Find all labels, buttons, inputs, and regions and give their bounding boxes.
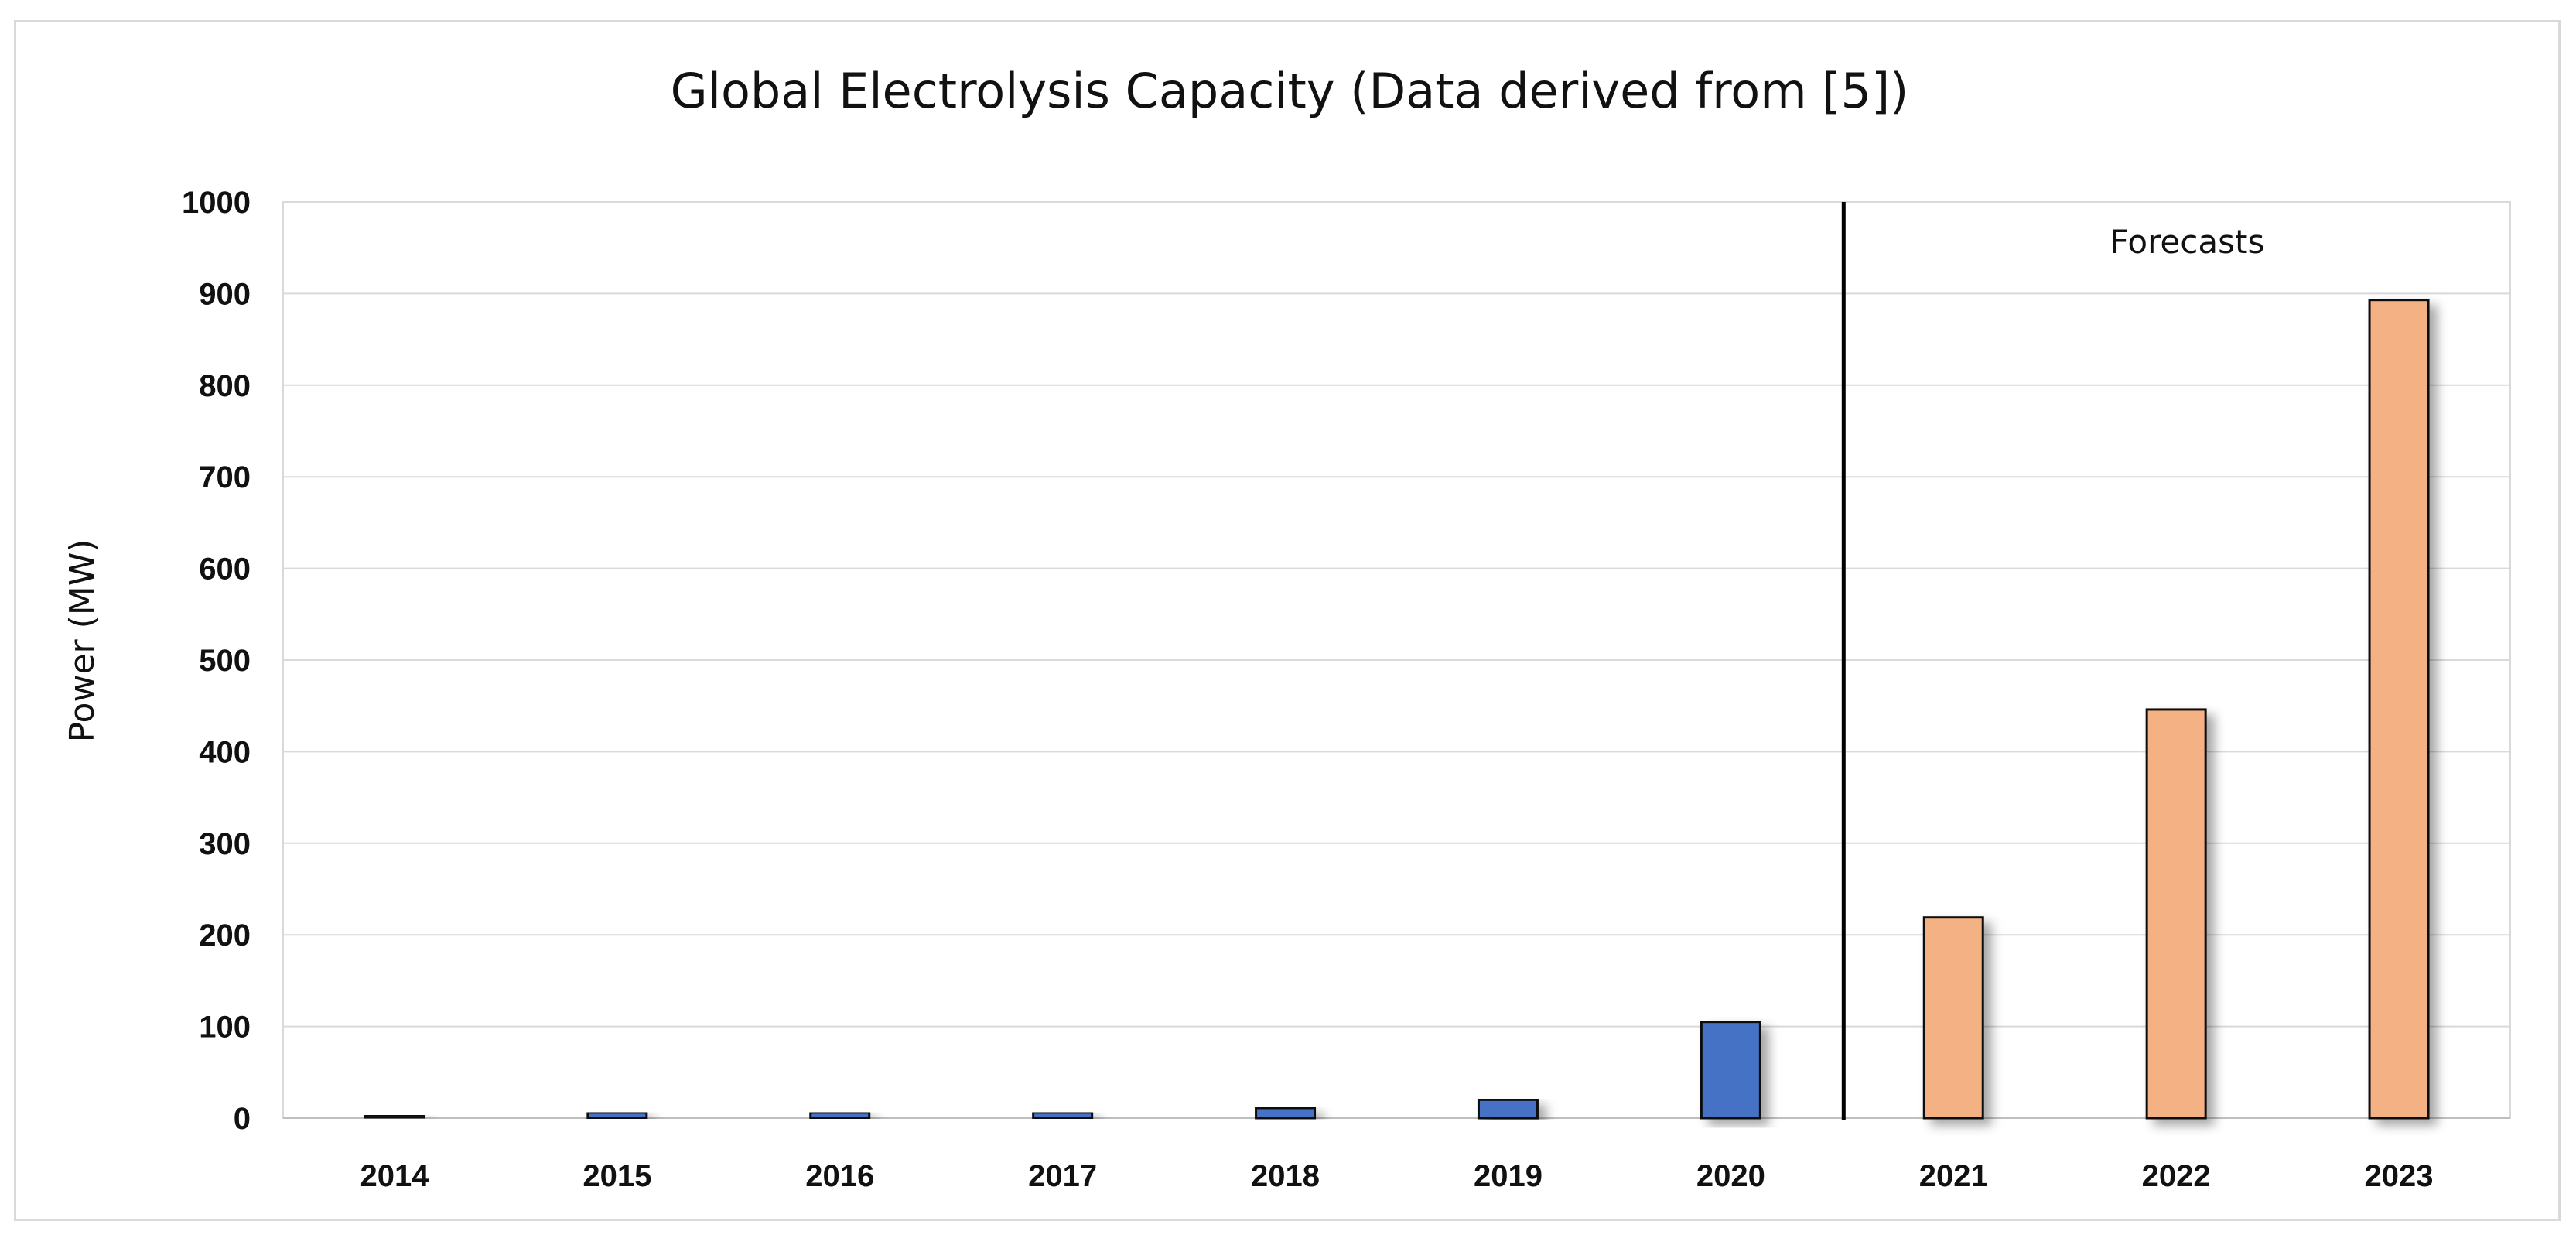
y-tick-label: 900 xyxy=(199,277,251,311)
y-tick-label: 100 xyxy=(199,1011,251,1045)
y-axis-label: Power (MW) xyxy=(63,539,102,743)
x-tick-label: 2020 xyxy=(1696,1159,1765,1193)
bar-2014 xyxy=(364,1113,425,1120)
y-tick-label: 800 xyxy=(199,369,251,403)
plot-area: 0 100 200 300 400 500 600 700 800 900 1000 2014 2015… xyxy=(182,186,2511,1193)
chart-frame: Global Electrolysis Capacity (Data deriv… xyxy=(14,20,2561,1221)
x-tick-label: 2021 xyxy=(1919,1159,1988,1193)
y-tick-label: 700 xyxy=(199,460,251,494)
bar-2020 xyxy=(1700,1021,1761,1120)
chart-title: Global Electrolysis Capacity (Data deriv… xyxy=(671,63,1909,119)
x-tick-label: 2015 xyxy=(583,1159,651,1193)
chart-svg: Global Electrolysis Capacity (Data deriv… xyxy=(63,63,2511,1193)
bar-2022 xyxy=(2145,708,2207,1120)
x-tick-label: 2017 xyxy=(1028,1159,1097,1193)
forecasts-annotation: Forecasts xyxy=(2110,223,2265,261)
x-tick-label: 2022 xyxy=(2142,1159,2211,1193)
y-tick-label: 0 xyxy=(234,1102,251,1136)
bar-2019 xyxy=(1477,1098,1539,1120)
y-tick-label: 400 xyxy=(199,735,251,769)
y-tick-label: 500 xyxy=(199,644,251,678)
bar-2023 xyxy=(2368,299,2430,1120)
y-tick-label: 300 xyxy=(199,827,251,861)
bar-2018 xyxy=(1255,1106,1317,1120)
x-tick-label: 2019 xyxy=(1474,1159,1543,1193)
y-tick-label: 600 xyxy=(199,552,251,587)
x-tick-label: 2016 xyxy=(805,1159,874,1193)
bar-2017 xyxy=(1032,1111,1094,1120)
bar-2016 xyxy=(809,1111,871,1120)
x-tick-label: 2018 xyxy=(1251,1159,1320,1193)
bar-2021 xyxy=(1922,916,1984,1120)
x-tick-label: 2023 xyxy=(2365,1159,2434,1193)
y-tick-label: 1000 xyxy=(182,186,251,220)
bar-2015 xyxy=(586,1111,648,1120)
x-tick-label: 2014 xyxy=(360,1159,429,1193)
y-tick-label: 200 xyxy=(199,918,251,953)
